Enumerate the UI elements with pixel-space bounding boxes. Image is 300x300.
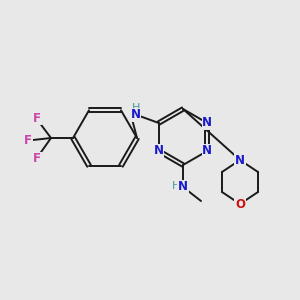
Text: N: N bbox=[235, 154, 245, 166]
Text: H: H bbox=[172, 181, 180, 191]
Text: N: N bbox=[178, 181, 188, 194]
Text: N: N bbox=[202, 116, 212, 130]
Text: F: F bbox=[33, 152, 41, 166]
Text: O: O bbox=[235, 197, 245, 211]
Text: H: H bbox=[132, 103, 140, 113]
Text: F: F bbox=[24, 134, 32, 146]
Text: N: N bbox=[202, 145, 212, 158]
Text: F: F bbox=[33, 112, 41, 124]
Text: N: N bbox=[154, 145, 164, 158]
Text: N: N bbox=[131, 109, 141, 122]
